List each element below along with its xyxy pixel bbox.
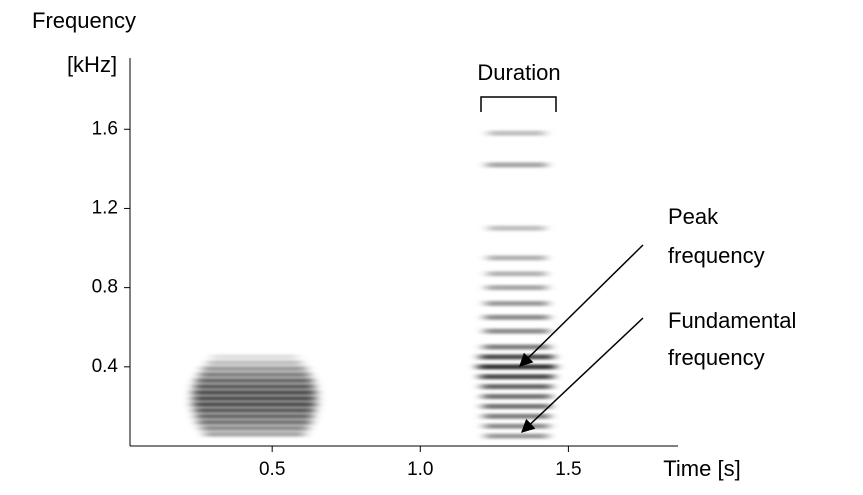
harmonic-band xyxy=(211,354,298,360)
harmonic-band xyxy=(488,225,546,231)
harmonic-band xyxy=(194,384,315,390)
annotation: Peak xyxy=(668,204,719,229)
harmonic-band xyxy=(482,403,551,409)
x-axis-label: Time [s] xyxy=(663,456,740,481)
harmonic-band xyxy=(487,271,546,277)
y-axis-label: Frequency xyxy=(32,8,136,33)
x-tick-label: 0.5 xyxy=(259,459,285,480)
harmonic-band xyxy=(485,300,548,306)
x-tick-label: 1.5 xyxy=(555,459,581,480)
harmonic-band xyxy=(484,328,549,334)
harmonic-band xyxy=(483,344,550,350)
annotation: frequency xyxy=(668,243,765,268)
harmonic-band xyxy=(487,255,546,261)
harmonic-band xyxy=(486,162,547,168)
harmonic-band xyxy=(482,394,551,400)
harmonic-band xyxy=(207,360,302,366)
arrow xyxy=(521,317,644,433)
harmonic-band xyxy=(192,401,316,407)
harmonic-band xyxy=(488,130,546,136)
harmonic-band xyxy=(196,378,313,384)
harmonic-band xyxy=(192,395,316,401)
harmonic-band xyxy=(479,354,554,360)
harmonic-band xyxy=(200,425,308,431)
harmonic-band xyxy=(484,423,549,429)
harmonic-band xyxy=(199,372,310,378)
harmonic-band xyxy=(483,413,550,419)
harmonic-band xyxy=(194,407,315,413)
y-tick-label: 0.4 xyxy=(92,356,119,377)
y-tick-label: 1.2 xyxy=(92,197,118,218)
harmonic-band xyxy=(485,433,548,439)
harmonic-band xyxy=(486,285,547,291)
harmonic-band xyxy=(481,384,552,390)
y-tick-label: 0.8 xyxy=(92,277,118,298)
harmonic-band xyxy=(479,374,554,380)
harmonic-band xyxy=(192,390,316,396)
duration-bracket xyxy=(480,96,557,112)
harmonic-band xyxy=(196,413,313,419)
arrow xyxy=(519,244,644,367)
harmonic-band xyxy=(484,314,549,320)
x-tick-label: 1.0 xyxy=(407,459,433,480)
y-tick-label: 1.6 xyxy=(92,118,118,139)
harmonic-band xyxy=(202,366,307,372)
spectrogram xyxy=(192,130,556,439)
harmonic-band xyxy=(204,431,305,437)
harmonic-band xyxy=(477,364,556,370)
annotation: frequency xyxy=(668,345,765,370)
annotation: Duration xyxy=(477,60,560,85)
y-axis-label: [kHz] xyxy=(67,52,117,77)
harmonic-band xyxy=(197,419,312,425)
annotation: Fundamental xyxy=(668,308,796,333)
